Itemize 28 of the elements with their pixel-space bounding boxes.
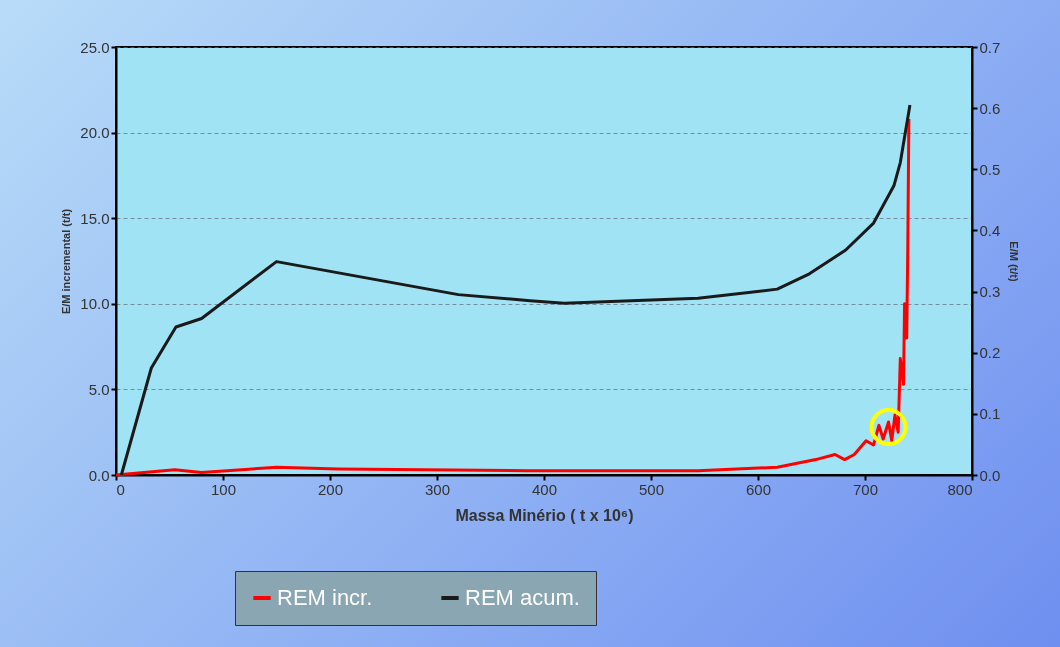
y2-tick-label: 0.6	[979, 99, 1001, 117]
y2-axis-title: E/M (t/t)	[1008, 241, 1021, 282]
y2-tick-label: 0.2	[979, 344, 1001, 362]
y2-tick-label: 0.5	[979, 160, 1001, 178]
y-tick-label: 5.0	[88, 380, 110, 398]
x-tick-label: 0	[116, 480, 125, 498]
y2-tick-label: 0.0	[979, 466, 1001, 484]
y-tick-label: 25.0	[80, 38, 110, 56]
x-tick-label: 200	[317, 480, 344, 498]
x-tick-label: 300	[424, 480, 451, 498]
x-tick-label: 400	[531, 480, 558, 498]
y2-tick-label: 0.3	[979, 283, 1001, 301]
x-tick-label: 700	[852, 480, 879, 498]
x-axis-title: Massa Minério ( t x 10⁶)	[455, 506, 634, 524]
x-tick-label: 600	[745, 480, 772, 498]
x-tick-label: 800	[947, 480, 973, 498]
y-tick-label: 0.0	[88, 466, 110, 484]
y2-tick-label: 0.1	[979, 405, 1001, 423]
x-tick-label: 500	[638, 480, 665, 498]
y-tick-label: 20.0	[80, 124, 110, 142]
y2-tick-label: 0.7	[979, 38, 1001, 56]
y-tick-label: 15.0	[80, 209, 110, 227]
legend-label: REM acum.	[465, 585, 580, 610]
x-tick-label: 100	[210, 480, 237, 498]
y-tick-label: 10.0	[80, 295, 110, 313]
y-axis-title: E/M incremental (t/t)	[60, 208, 73, 315]
legend-label: REM incr.	[277, 585, 373, 610]
y2-tick-label: 0.4	[979, 221, 1001, 239]
